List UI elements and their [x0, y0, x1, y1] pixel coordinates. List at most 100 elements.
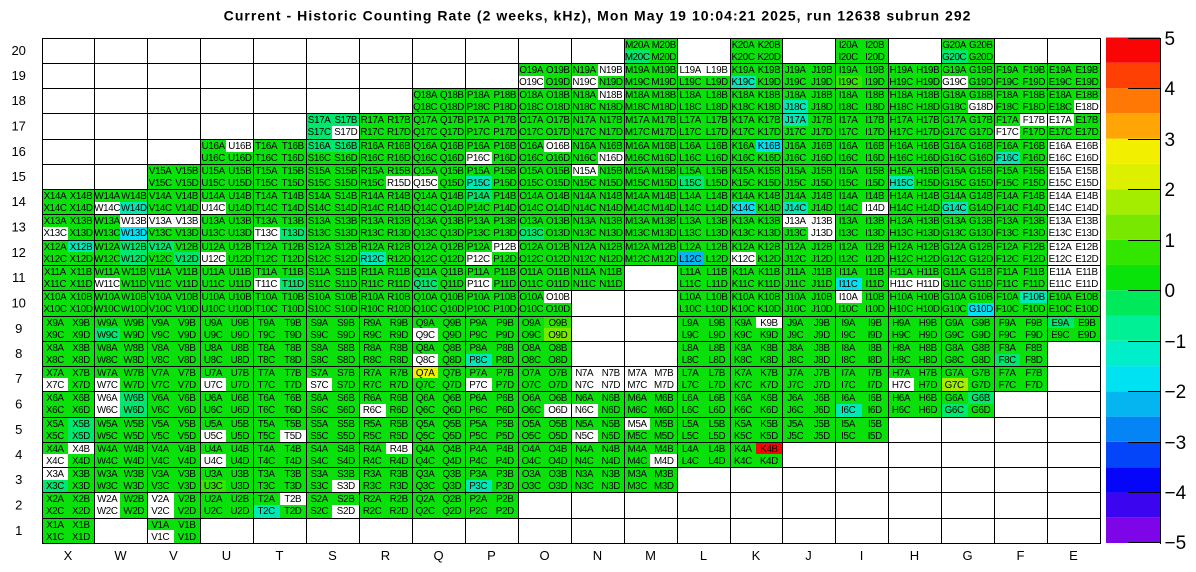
- svg-text:E12C: E12C: [1049, 254, 1072, 265]
- svg-text:U6B: U6B: [231, 393, 250, 404]
- svg-text:M3A: M3A: [628, 469, 648, 480]
- svg-text:J12A: J12A: [785, 242, 807, 253]
- svg-text:Q16D: Q16D: [440, 153, 464, 164]
- svg-text:K9B: K9B: [760, 318, 778, 329]
- svg-text:M16C: M16C: [625, 153, 650, 164]
- svg-text:9: 9: [15, 321, 22, 336]
- svg-text:V4A: V4A: [151, 444, 169, 455]
- svg-text:H13C: H13C: [889, 228, 913, 239]
- svg-text:T2D: T2D: [284, 506, 302, 517]
- svg-text:P13D: P13D: [493, 228, 516, 239]
- svg-text:M7A: M7A: [628, 368, 648, 379]
- svg-text:O8D: O8D: [548, 355, 567, 366]
- svg-text:K13B: K13B: [758, 216, 781, 227]
- svg-text:O6B: O6B: [549, 393, 568, 404]
- svg-text:K13D: K13D: [757, 228, 780, 239]
- svg-text:K19A: K19A: [732, 65, 755, 76]
- svg-text:R4A: R4A: [363, 444, 382, 455]
- svg-text:O4B: O4B: [549, 444, 568, 455]
- svg-text:I5B: I5B: [868, 419, 882, 430]
- svg-text:U9C: U9C: [204, 330, 223, 341]
- svg-text:P8C: P8C: [469, 355, 487, 366]
- svg-text:P12C: P12C: [467, 254, 490, 265]
- svg-text:U15B: U15B: [228, 166, 252, 177]
- svg-text:R10B: R10B: [387, 292, 411, 303]
- svg-text:Q15D: Q15D: [440, 178, 464, 189]
- svg-text:U11B: U11B: [229, 267, 252, 278]
- svg-text:13: 13: [11, 220, 25, 235]
- svg-text:E16B: E16B: [1076, 141, 1099, 152]
- svg-text:N3C: N3C: [575, 481, 594, 492]
- svg-text:M12D: M12D: [651, 254, 676, 265]
- svg-text:X8C: X8C: [46, 355, 64, 366]
- svg-text:H15D: H15D: [916, 178, 940, 189]
- svg-text:S9B: S9B: [337, 318, 355, 329]
- svg-text:S5B: S5B: [337, 419, 355, 430]
- svg-text:M15D: M15D: [651, 178, 676, 189]
- svg-text:X1A: X1A: [46, 520, 64, 531]
- svg-text:J5D: J5D: [814, 431, 831, 442]
- svg-text:F9B: F9B: [1025, 318, 1043, 329]
- svg-text:R14A: R14A: [361, 191, 385, 202]
- svg-text:G18A: G18A: [942, 90, 966, 101]
- svg-text:W4B: W4B: [124, 444, 145, 455]
- svg-text:W7B: W7B: [124, 368, 145, 379]
- svg-text:V3B: V3B: [178, 469, 196, 480]
- svg-text:Q17B: Q17B: [440, 115, 464, 126]
- svg-text:N3A: N3A: [575, 469, 594, 480]
- svg-text:K11B: K11B: [758, 267, 781, 278]
- svg-text:Q2D: Q2D: [442, 506, 461, 517]
- svg-text:O18C: O18C: [519, 102, 543, 113]
- svg-text:V2B: V2B: [178, 494, 196, 505]
- svg-text:2: 2: [1165, 180, 1176, 201]
- svg-text:I16C: I16C: [839, 153, 859, 164]
- svg-text:N18C: N18C: [572, 102, 596, 113]
- svg-text:R16C: R16C: [360, 153, 384, 164]
- svg-text:P15B: P15B: [494, 166, 517, 177]
- svg-text:P5A: P5A: [469, 419, 487, 430]
- svg-text:K20B: K20B: [758, 40, 781, 51]
- svg-text:U13A: U13A: [202, 216, 226, 227]
- svg-text:Q9C: Q9C: [416, 330, 435, 341]
- svg-text:J19D: J19D: [811, 77, 833, 88]
- svg-text:V7D: V7D: [178, 380, 196, 391]
- svg-text:X1C: X1C: [46, 532, 64, 543]
- svg-text:E10C: E10C: [1049, 304, 1072, 315]
- svg-text:E17D: E17D: [1075, 127, 1098, 138]
- svg-text:I17C: I17C: [839, 127, 859, 138]
- svg-text:G15C: G15C: [942, 178, 966, 189]
- svg-text:Q6C: Q6C: [416, 405, 435, 416]
- svg-text:H18C: H18C: [889, 102, 913, 113]
- svg-text:M3D: M3D: [654, 481, 674, 492]
- svg-text:N14B: N14B: [599, 191, 623, 202]
- svg-text:N3D: N3D: [602, 481, 621, 492]
- svg-text:L5A: L5A: [682, 419, 699, 430]
- svg-text:P7D: P7D: [496, 380, 514, 391]
- svg-text:F11C: F11C: [996, 279, 1018, 290]
- svg-text:M18A: M18A: [625, 90, 650, 101]
- svg-text:F13A: F13A: [996, 216, 1019, 227]
- svg-text:R17D: R17D: [387, 127, 411, 138]
- svg-text:X7B: X7B: [72, 368, 90, 379]
- svg-text:H: H: [910, 548, 919, 563]
- svg-text:W8B: W8B: [124, 343, 145, 354]
- svg-text:L8D: L8D: [708, 355, 725, 366]
- svg-text:M7D: M7D: [654, 380, 674, 391]
- svg-text:O4A: O4A: [522, 444, 541, 455]
- svg-text:N4D: N4D: [602, 456, 621, 467]
- svg-text:H10C: H10C: [889, 304, 913, 315]
- svg-text:L9D: L9D: [708, 330, 725, 341]
- svg-text:T13D: T13D: [282, 228, 305, 239]
- svg-text:M15C: M15C: [625, 178, 650, 189]
- svg-text:16: 16: [11, 144, 25, 159]
- svg-text:N16D: N16D: [599, 153, 623, 164]
- svg-text:E14C: E14C: [1049, 203, 1072, 214]
- svg-text:E14B: E14B: [1076, 191, 1099, 202]
- svg-text:U7C: U7C: [204, 380, 223, 391]
- svg-text:P7A: P7A: [469, 368, 487, 379]
- svg-text:L4A: L4A: [682, 444, 699, 455]
- svg-text:M: M: [645, 548, 656, 563]
- svg-text:X9C: X9C: [46, 330, 64, 341]
- svg-text:P4B: P4B: [496, 444, 514, 455]
- svg-text:J19A: J19A: [785, 65, 807, 76]
